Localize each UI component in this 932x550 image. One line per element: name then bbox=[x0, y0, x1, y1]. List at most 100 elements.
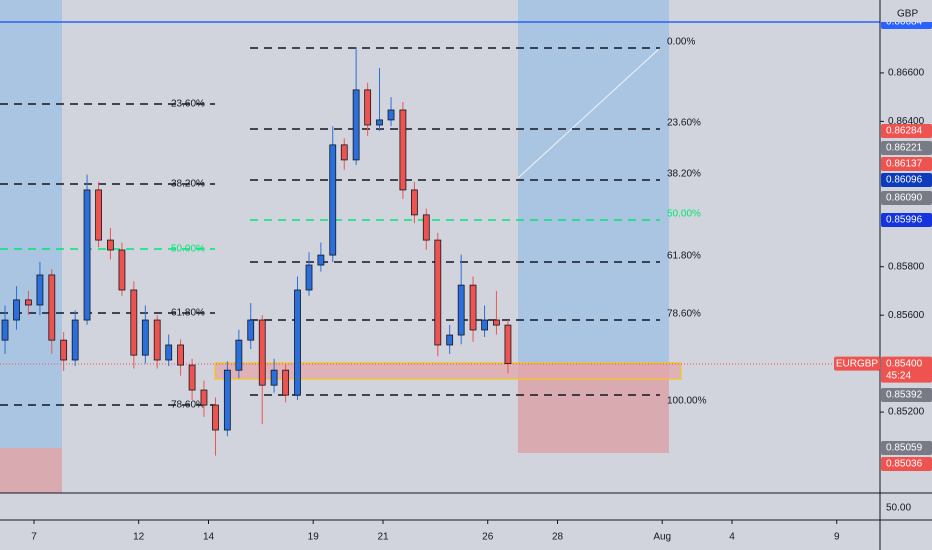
projection-line bbox=[517, 47, 661, 179]
fib-label: 23.60% bbox=[667, 118, 701, 129]
candle-body bbox=[118, 249, 126, 291]
price-label-box bbox=[881, 457, 932, 471]
y-tick-label: 0.85200 bbox=[888, 407, 925, 418]
candle-body bbox=[235, 339, 243, 371]
candle-body bbox=[434, 239, 442, 346]
y-tick-label: 0.85800 bbox=[888, 261, 925, 272]
price-label: 0.85996 bbox=[886, 215, 923, 226]
x-tick-label: 21 bbox=[377, 532, 389, 543]
candle-body bbox=[107, 239, 114, 251]
price-label: 0.85036 bbox=[886, 459, 923, 470]
candle-body bbox=[141, 319, 149, 356]
y-tick-label: 0.86600 bbox=[888, 68, 925, 79]
candle-body bbox=[130, 289, 138, 356]
countdown: 45:24 bbox=[886, 370, 911, 381]
candle-body bbox=[446, 334, 454, 346]
candle-body bbox=[364, 89, 372, 126]
candle-body bbox=[329, 144, 337, 256]
candle-body bbox=[352, 89, 360, 161]
x-tick-label: 9 bbox=[834, 532, 840, 543]
fib-label: 38.20% bbox=[667, 169, 701, 180]
candle-body bbox=[48, 274, 56, 341]
candle-body bbox=[504, 324, 512, 365]
price-label: 0.86284 bbox=[886, 126, 923, 137]
price-label: 0.86684 bbox=[886, 17, 923, 28]
fib-label: 50.00% bbox=[171, 244, 205, 255]
price-label-box bbox=[881, 441, 932, 455]
candle-body bbox=[282, 369, 290, 396]
x-tick-label: 28 bbox=[552, 532, 564, 543]
candle-body bbox=[422, 214, 430, 241]
price-label-box bbox=[881, 124, 932, 138]
currency-box bbox=[881, 7, 932, 22]
price-label: 0.85392 bbox=[886, 390, 923, 401]
candle-body bbox=[165, 344, 173, 361]
support-box bbox=[214, 362, 682, 380]
candle-body bbox=[294, 289, 301, 396]
fib-label: 50.00% bbox=[667, 209, 701, 220]
fib-label: 61.80% bbox=[171, 308, 205, 319]
symbol-label: EURGBP bbox=[836, 358, 879, 369]
symbol-box bbox=[834, 356, 880, 371]
target-zone bbox=[518, 0, 669, 364]
last-price: 0.85400 bbox=[886, 358, 923, 369]
price-label-box bbox=[881, 213, 932, 227]
price-label-box bbox=[881, 141, 932, 155]
price-label: 0.86137 bbox=[886, 159, 923, 170]
candle-body bbox=[340, 144, 348, 161]
candle-body bbox=[25, 299, 32, 306]
x-tick-label: Aug bbox=[653, 532, 671, 543]
price-label-box bbox=[881, 388, 932, 402]
price-label: 0.85059 bbox=[886, 443, 923, 454]
candle-body bbox=[200, 389, 208, 406]
x-tick-label: 4 bbox=[729, 532, 735, 543]
candle-body bbox=[95, 189, 102, 241]
candle-body bbox=[387, 109, 395, 121]
y-tick-label: 0.86400 bbox=[888, 116, 925, 127]
fib-label: 78.60% bbox=[171, 400, 205, 411]
price-label-box bbox=[881, 191, 932, 205]
long-zone bbox=[0, 0, 62, 448]
candle-body bbox=[376, 119, 383, 126]
x-tick-label: 19 bbox=[308, 532, 320, 543]
x-tick-label: 14 bbox=[203, 532, 215, 543]
fib-label: 38.20% bbox=[171, 179, 205, 190]
fib-label: 0.00% bbox=[667, 37, 695, 48]
short-zone bbox=[0, 448, 62, 493]
fib-label: 78.60% bbox=[667, 309, 701, 320]
candle-body bbox=[469, 284, 477, 331]
candle-body bbox=[223, 369, 231, 431]
candle-body bbox=[36, 274, 44, 306]
price-label: 0.86090 bbox=[886, 193, 923, 204]
candle-body bbox=[60, 339, 68, 361]
last-price-box bbox=[881, 356, 932, 383]
price-label-box bbox=[881, 173, 932, 187]
candle-body bbox=[317, 254, 325, 266]
x-tick-label: 7 bbox=[31, 532, 37, 543]
candle-body bbox=[83, 189, 91, 321]
candle-body bbox=[13, 299, 20, 321]
candle-body bbox=[481, 319, 488, 331]
candle-body bbox=[247, 319, 255, 341]
candle-body bbox=[305, 264, 313, 291]
candle-body bbox=[457, 284, 465, 336]
candle-body bbox=[188, 364, 196, 391]
candle-body bbox=[399, 109, 407, 191]
fib-label: 23.60% bbox=[171, 99, 205, 110]
candle-body bbox=[411, 189, 418, 216]
price-label: 0.86096 bbox=[886, 175, 923, 186]
price-label-box bbox=[881, 157, 932, 171]
x-tick-label: 12 bbox=[133, 532, 145, 543]
price-label: 0.86221 bbox=[886, 143, 923, 154]
fib-label: 61.80% bbox=[667, 251, 701, 262]
candle-body bbox=[153, 319, 161, 361]
currency: GBP bbox=[897, 9, 918, 20]
candle-body bbox=[493, 319, 500, 326]
candle-body bbox=[258, 319, 266, 386]
candle-body bbox=[71, 319, 79, 361]
candle-body bbox=[1, 319, 9, 341]
y-tick-label: 0.85600 bbox=[888, 310, 925, 321]
fib-label: 100.00% bbox=[667, 396, 707, 407]
